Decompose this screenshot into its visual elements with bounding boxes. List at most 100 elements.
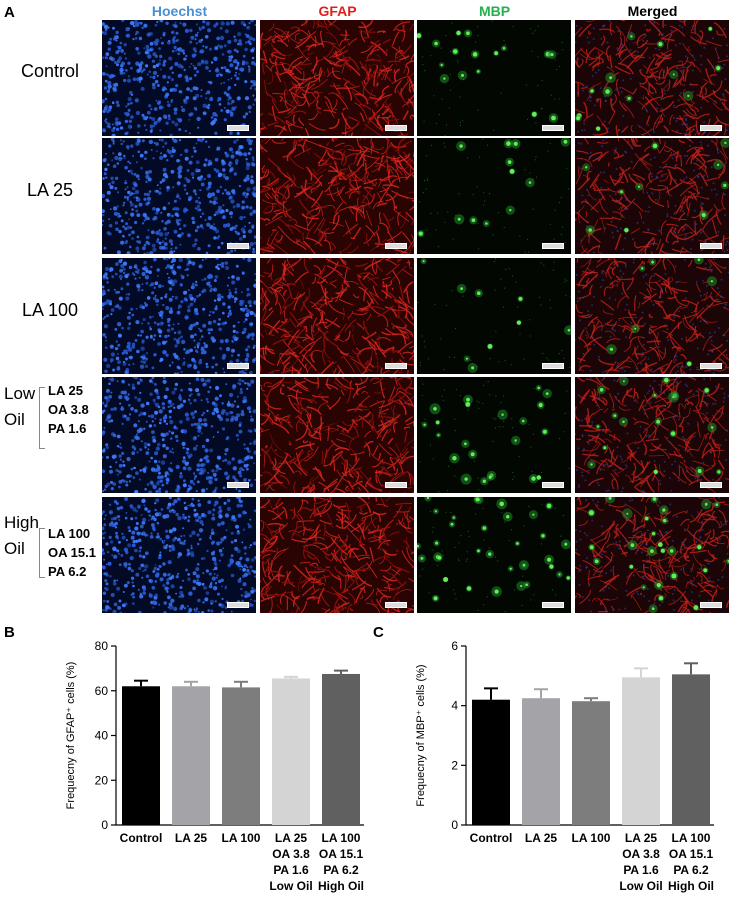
y-tick-label: 20 — [95, 773, 109, 787]
micrograph-la100-gfap — [260, 258, 414, 374]
x-tick-label: LA 25 — [625, 831, 658, 845]
micrograph-la100-mbp — [417, 258, 571, 374]
scale-bar — [542, 602, 564, 608]
x-tick-label: OA 15.1 — [319, 847, 364, 861]
scale-bar — [385, 602, 407, 608]
scale-bar — [700, 243, 722, 249]
x-tick-label: PA 1.6 — [273, 863, 309, 877]
high-oil-conc-oa: OA 15.1 — [48, 545, 96, 560]
x-tick-label: LA 25 — [525, 831, 558, 845]
x-tick-label: LA 25 — [275, 831, 308, 845]
bar — [472, 699, 510, 825]
low-oil-label: Low Oil — [4, 384, 36, 429]
y-axis-label: Frequecny of GFAP⁺ cells (%) — [65, 662, 77, 810]
scale-bar — [700, 602, 722, 608]
high-oil-brace — [39, 528, 45, 578]
micrograph-control-mbp — [417, 20, 571, 136]
micrograph-low-oil-gfap — [260, 377, 414, 493]
row-label-control: Control — [20, 61, 80, 81]
row-label-low-oil: Low Oil LA 25 OA 3.8 PA 1.6 — [0, 381, 100, 461]
micrograph-control-merged — [575, 20, 729, 136]
x-tick-label: High Oil — [668, 879, 714, 893]
scale-bar — [542, 125, 564, 131]
y-tick-label: 2 — [451, 758, 458, 772]
low-oil-conc-oa: OA 3.8 — [48, 402, 89, 417]
x-tick-label: OA 3.8 — [272, 847, 310, 861]
x-tick-label: Low Oil — [619, 879, 662, 893]
x-tick-label: OA 3.8 — [622, 847, 660, 861]
high-oil-conc-la: LA 100 — [48, 526, 91, 541]
x-tick-label: PA 6.2 — [323, 863, 359, 877]
x-tick-label: Control — [470, 831, 513, 845]
mbp-bar-chart: 0 2 4 6 Frequecny of MBP⁺ cells (%) Control LA… — [415, 639, 714, 893]
low-oil-conc-la: LA 25 — [48, 383, 83, 398]
micrograph-la25-hoechst — [102, 138, 256, 254]
x-tick-label: OA 15.1 — [669, 847, 714, 861]
x-tick-label: Control — [120, 831, 163, 845]
scale-bar — [385, 363, 407, 369]
row-label-la25: LA 25 — [26, 180, 74, 200]
scale-bar — [227, 602, 249, 608]
bar — [572, 701, 610, 825]
micrograph-la100-hoechst — [102, 258, 256, 374]
scale-bar — [542, 363, 564, 369]
x-tick-label: LA 100 — [322, 831, 361, 845]
y-tick-label: 60 — [95, 684, 109, 698]
micrograph-high-oil-mbp — [417, 497, 571, 613]
scale-bar — [385, 243, 407, 249]
micrograph-low-oil-merged — [575, 377, 729, 493]
y-tick-label: 0 — [101, 818, 108, 832]
low-oil-concentrations: LA 25 OA 3.8 PA 1.6 — [48, 381, 89, 438]
y-tick-label: 0 — [451, 818, 458, 832]
bar — [172, 686, 210, 825]
column-header-gfap: GFAP — [318, 3, 357, 19]
y-tick-label: 80 — [95, 639, 109, 653]
bar — [122, 686, 160, 825]
panel-label-a: A — [4, 4, 15, 21]
bar — [672, 674, 710, 825]
scale-bar — [700, 482, 722, 488]
micrograph-low-oil-hoechst — [102, 377, 256, 493]
micrograph-la25-gfap — [260, 138, 414, 254]
x-tick-label: LA 100 — [672, 831, 711, 845]
x-tick-label: LA 100 — [572, 831, 611, 845]
scale-bar — [385, 482, 407, 488]
column-header-merged: Merged — [627, 3, 678, 19]
high-oil-conc-pa: PA 6.2 — [48, 564, 87, 579]
high-oil-concentrations: LA 100 OA 15.1 PA 6.2 — [48, 524, 96, 581]
micrograph-high-oil-merged — [575, 497, 729, 613]
micrograph-control-hoechst — [102, 20, 256, 136]
low-oil-brace — [39, 387, 45, 449]
scale-bar — [227, 243, 249, 249]
scale-bar — [542, 482, 564, 488]
bar — [322, 673, 360, 825]
panel-label-c: C — [373, 624, 384, 641]
column-header-mbp: MBP — [478, 3, 511, 19]
micrograph-la25-mbp — [417, 138, 571, 254]
x-tick-label: LA 100 — [222, 831, 261, 845]
micrograph-la25-merged — [575, 138, 729, 254]
micrograph-high-oil-gfap — [260, 497, 414, 613]
y-tick-label: 4 — [451, 699, 458, 713]
scale-bar — [385, 125, 407, 131]
scale-bar — [227, 125, 249, 131]
bar — [272, 678, 310, 825]
bar — [522, 698, 560, 825]
x-tick-label: PA 6.2 — [673, 863, 709, 877]
scale-bar — [700, 125, 722, 131]
scale-bar — [227, 482, 249, 488]
scale-bar — [700, 363, 722, 369]
x-tick-label: High Oil — [318, 879, 364, 893]
y-axis-label: Frequecny of MBP⁺ cells (%) — [415, 664, 427, 806]
column-header-hoechst: Hoechst — [151, 3, 208, 19]
row-label-high-oil: High Oil LA 100 OA 15.1 PA 6.2 — [0, 513, 100, 606]
micrograph-control-gfap — [260, 20, 414, 136]
micrograph-la100-merged — [575, 258, 729, 374]
y-tick-label: 6 — [451, 639, 458, 653]
high-oil-label: High Oil — [4, 513, 39, 558]
y-tick-label: 40 — [95, 729, 109, 743]
low-oil-conc-pa: PA 1.6 — [48, 421, 87, 436]
bar — [222, 687, 260, 825]
panel-label-b: B — [4, 624, 15, 641]
x-tick-label: PA 1.6 — [623, 863, 659, 877]
